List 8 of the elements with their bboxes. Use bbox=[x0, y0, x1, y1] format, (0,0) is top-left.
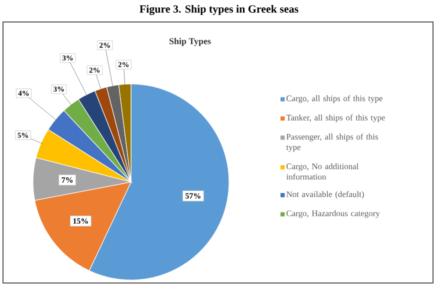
legend-label: Tanker, all ships of this type bbox=[286, 114, 385, 122]
legend-label: Cargo, No additional information bbox=[286, 163, 359, 180]
legend-label: Not available (default) bbox=[286, 191, 364, 199]
chart-title: Ship Types bbox=[170, 38, 211, 46]
legend-label: Passenger, all ships of this type bbox=[286, 134, 378, 152]
legend-label: Cargo, Hazardous category bbox=[286, 210, 380, 218]
legend-label: Cargo, all ships of this type bbox=[286, 95, 382, 103]
caption: Figure 3. Ship types in Greek seas bbox=[140, 4, 298, 16]
